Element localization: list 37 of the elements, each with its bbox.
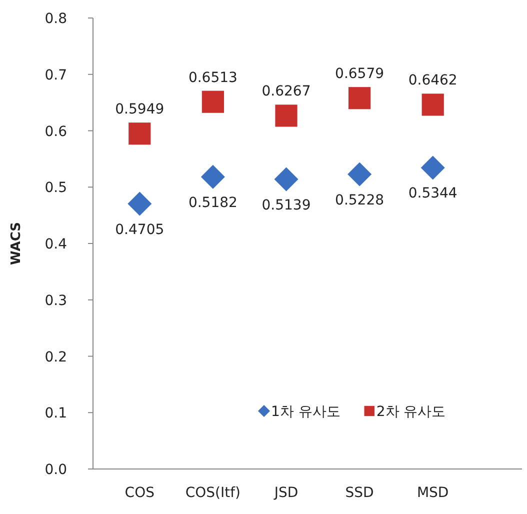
legend-label: 2차 유사도 (376, 404, 446, 420)
y-tick-label: 0.6 (44, 124, 68, 140)
data-label: 0.6462 (408, 72, 458, 89)
x-tick-label: COS(Itf) (185, 485, 241, 501)
point (128, 192, 152, 216)
y-tick-label: 0.0 (44, 462, 67, 478)
point (202, 90, 224, 113)
point (420, 156, 445, 180)
x-tick-label: COS (124, 485, 155, 501)
y-tick-label: 0.4 (44, 236, 68, 252)
point (348, 87, 371, 110)
point (348, 162, 372, 186)
data-label: 0.5344 (408, 186, 458, 202)
data-label: 0.5182 (188, 194, 238, 211)
data-label: 0.6579 (335, 66, 384, 82)
y-tick-label: 0.2 (44, 349, 67, 366)
data-label: 0.5949 (115, 102, 164, 118)
data-label: 0.5228 (335, 192, 384, 208)
y-tick-label: 0.3 (44, 292, 67, 309)
data-label: 0.6513 (188, 70, 238, 86)
y-tick-label: 0.1 (44, 406, 67, 422)
point (274, 167, 298, 192)
x-tick-label: MSD (416, 485, 449, 501)
point (200, 164, 225, 189)
y-tick-label: 0.7 (44, 67, 67, 84)
point (422, 94, 444, 116)
legend-label: 1차 유사도 (271, 404, 340, 420)
data-label: 0.4705 (115, 222, 164, 238)
x-tick-label: JSD (273, 485, 298, 501)
y-tick-label: 0.5 (44, 180, 67, 196)
data-label: 0.5139 (262, 197, 311, 214)
x-tick-label: SSD (345, 485, 374, 501)
point (275, 104, 298, 127)
data-label: 0.6267 (262, 84, 311, 100)
y-axis-title: WACS (9, 222, 24, 265)
point (128, 122, 151, 145)
y-tick-label: 0.8 (44, 11, 67, 27)
